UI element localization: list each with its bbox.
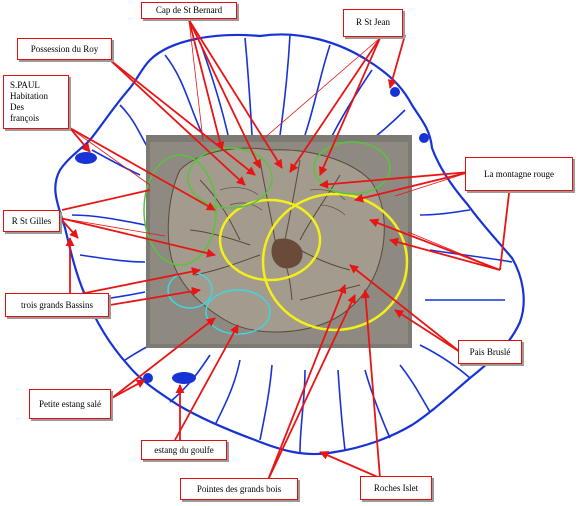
zone-circles: [143, 141, 409, 335]
arrow-petite-estang-sale-2: [111, 317, 216, 399]
old-map-photo: [146, 135, 412, 348]
arrow-trois-grands-bassins-3: [109, 286, 201, 306]
label-r-st-jean: R St Jean: [343, 9, 403, 37]
arrow-possession-du-roy-2: [109, 59, 256, 176]
island-coastline: [54, 33, 525, 456]
label-pais-brusle: Pais Bruslé: [458, 340, 522, 364]
arrow-petite-estang-sale: [111, 379, 146, 399]
label-estang-du-goulfe: estang du goulfe: [141, 440, 227, 460]
arrow-r-st-jean-3: [387, 34, 406, 89]
arrow-pais-brusle-2: [394, 309, 461, 353]
label-cap-st-bernard: Cap de St Bernard: [141, 2, 237, 19]
arrow-montagne-rouge: [319, 171, 471, 189]
arrow-cap-st-bernard: [188, 19, 261, 169]
pond-estang-du-goulfe: [172, 372, 196, 384]
arrow-r-st-gilles-3: [61, 189, 151, 211]
arrow-st-paul: [69, 127, 216, 211]
arrow-cap-st-bernard-2: [188, 19, 283, 169]
arrow-r-st-gilles-2: [59, 217, 79, 239]
arrow-montagne-rouge-5: [499, 184, 511, 271]
label-pointes-des-grands-bois: Pointes des grands bois: [180, 478, 298, 500]
arrow-roches-islet: [319, 451, 381, 479]
arrow-possession-du-roy: [109, 59, 246, 186]
arrow-roches-islet-2: [361, 289, 381, 479]
arrow-trois-grands-bassins-2: [69, 267, 201, 297]
arrow-pais-brusle: [349, 264, 461, 353]
pond-north-east: [390, 87, 400, 97]
label-la-montagne-rouge: La montagne rouge: [465, 157, 573, 191]
arrow-montagne-rouge-2: [354, 171, 471, 203]
arrow-pointes-grands-bois-2: [267, 294, 356, 481]
arrow-r-st-jean: [289, 37, 381, 173]
label-petite-estang-sale: Petite estang salé: [29, 389, 111, 419]
pond-east: [419, 133, 429, 143]
arrow-montagne-rouge-3: [369, 218, 501, 271]
pointer-arrows: [59, 19, 511, 481]
pond-petite-estang-sale: [143, 373, 153, 383]
guide-lines: [59, 19, 501, 271]
label-r-st-gilles: R St Gilles: [3, 210, 60, 232]
label-roches-islet: Roches Islet: [360, 476, 432, 500]
arrow-r-st-gilles: [59, 217, 216, 258]
label-st-paul: S.PAUL Habitation Des françois: [3, 75, 69, 129]
label-trois-grands-bassins: trois grands Bassins: [5, 293, 109, 317]
arrow-montagne-rouge-4: [389, 237, 501, 271]
arrow-st-paul-2: [69, 127, 91, 153]
arrow-cap-st-bernard-3: [188, 19, 225, 151]
arrow-r-st-jean-2: [319, 37, 381, 176]
label-possession-du-roy: Possession du Roy: [17, 38, 112, 60]
arrow-pointes-grands-bois: [267, 284, 347, 481]
pond-st-paul: [75, 152, 97, 164]
arrow-estang-du-goulfe-2: [174, 324, 239, 441]
